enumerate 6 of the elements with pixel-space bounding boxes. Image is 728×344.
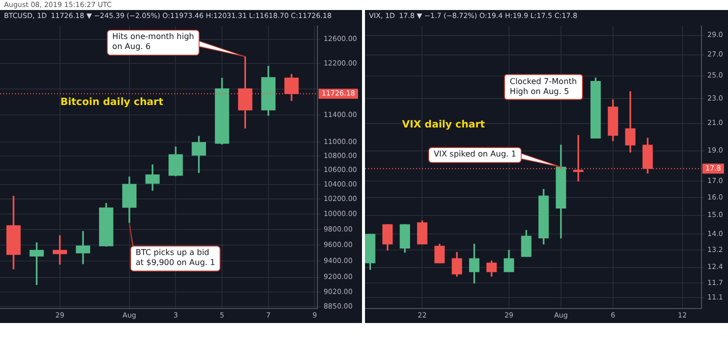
annotation: Hits one-month high on Aug. 6 — [112, 32, 194, 52]
annotation: VIX daily chart — [402, 120, 486, 131]
annotation: Bitcoin daily chart — [60, 96, 164, 108]
annotation: VIX spiked on Aug. 1 — [434, 150, 516, 159]
annotation: BTC picks up a bid at $9,900 on Aug. 1 — [136, 248, 216, 268]
candlestick — [76, 231, 90, 264]
